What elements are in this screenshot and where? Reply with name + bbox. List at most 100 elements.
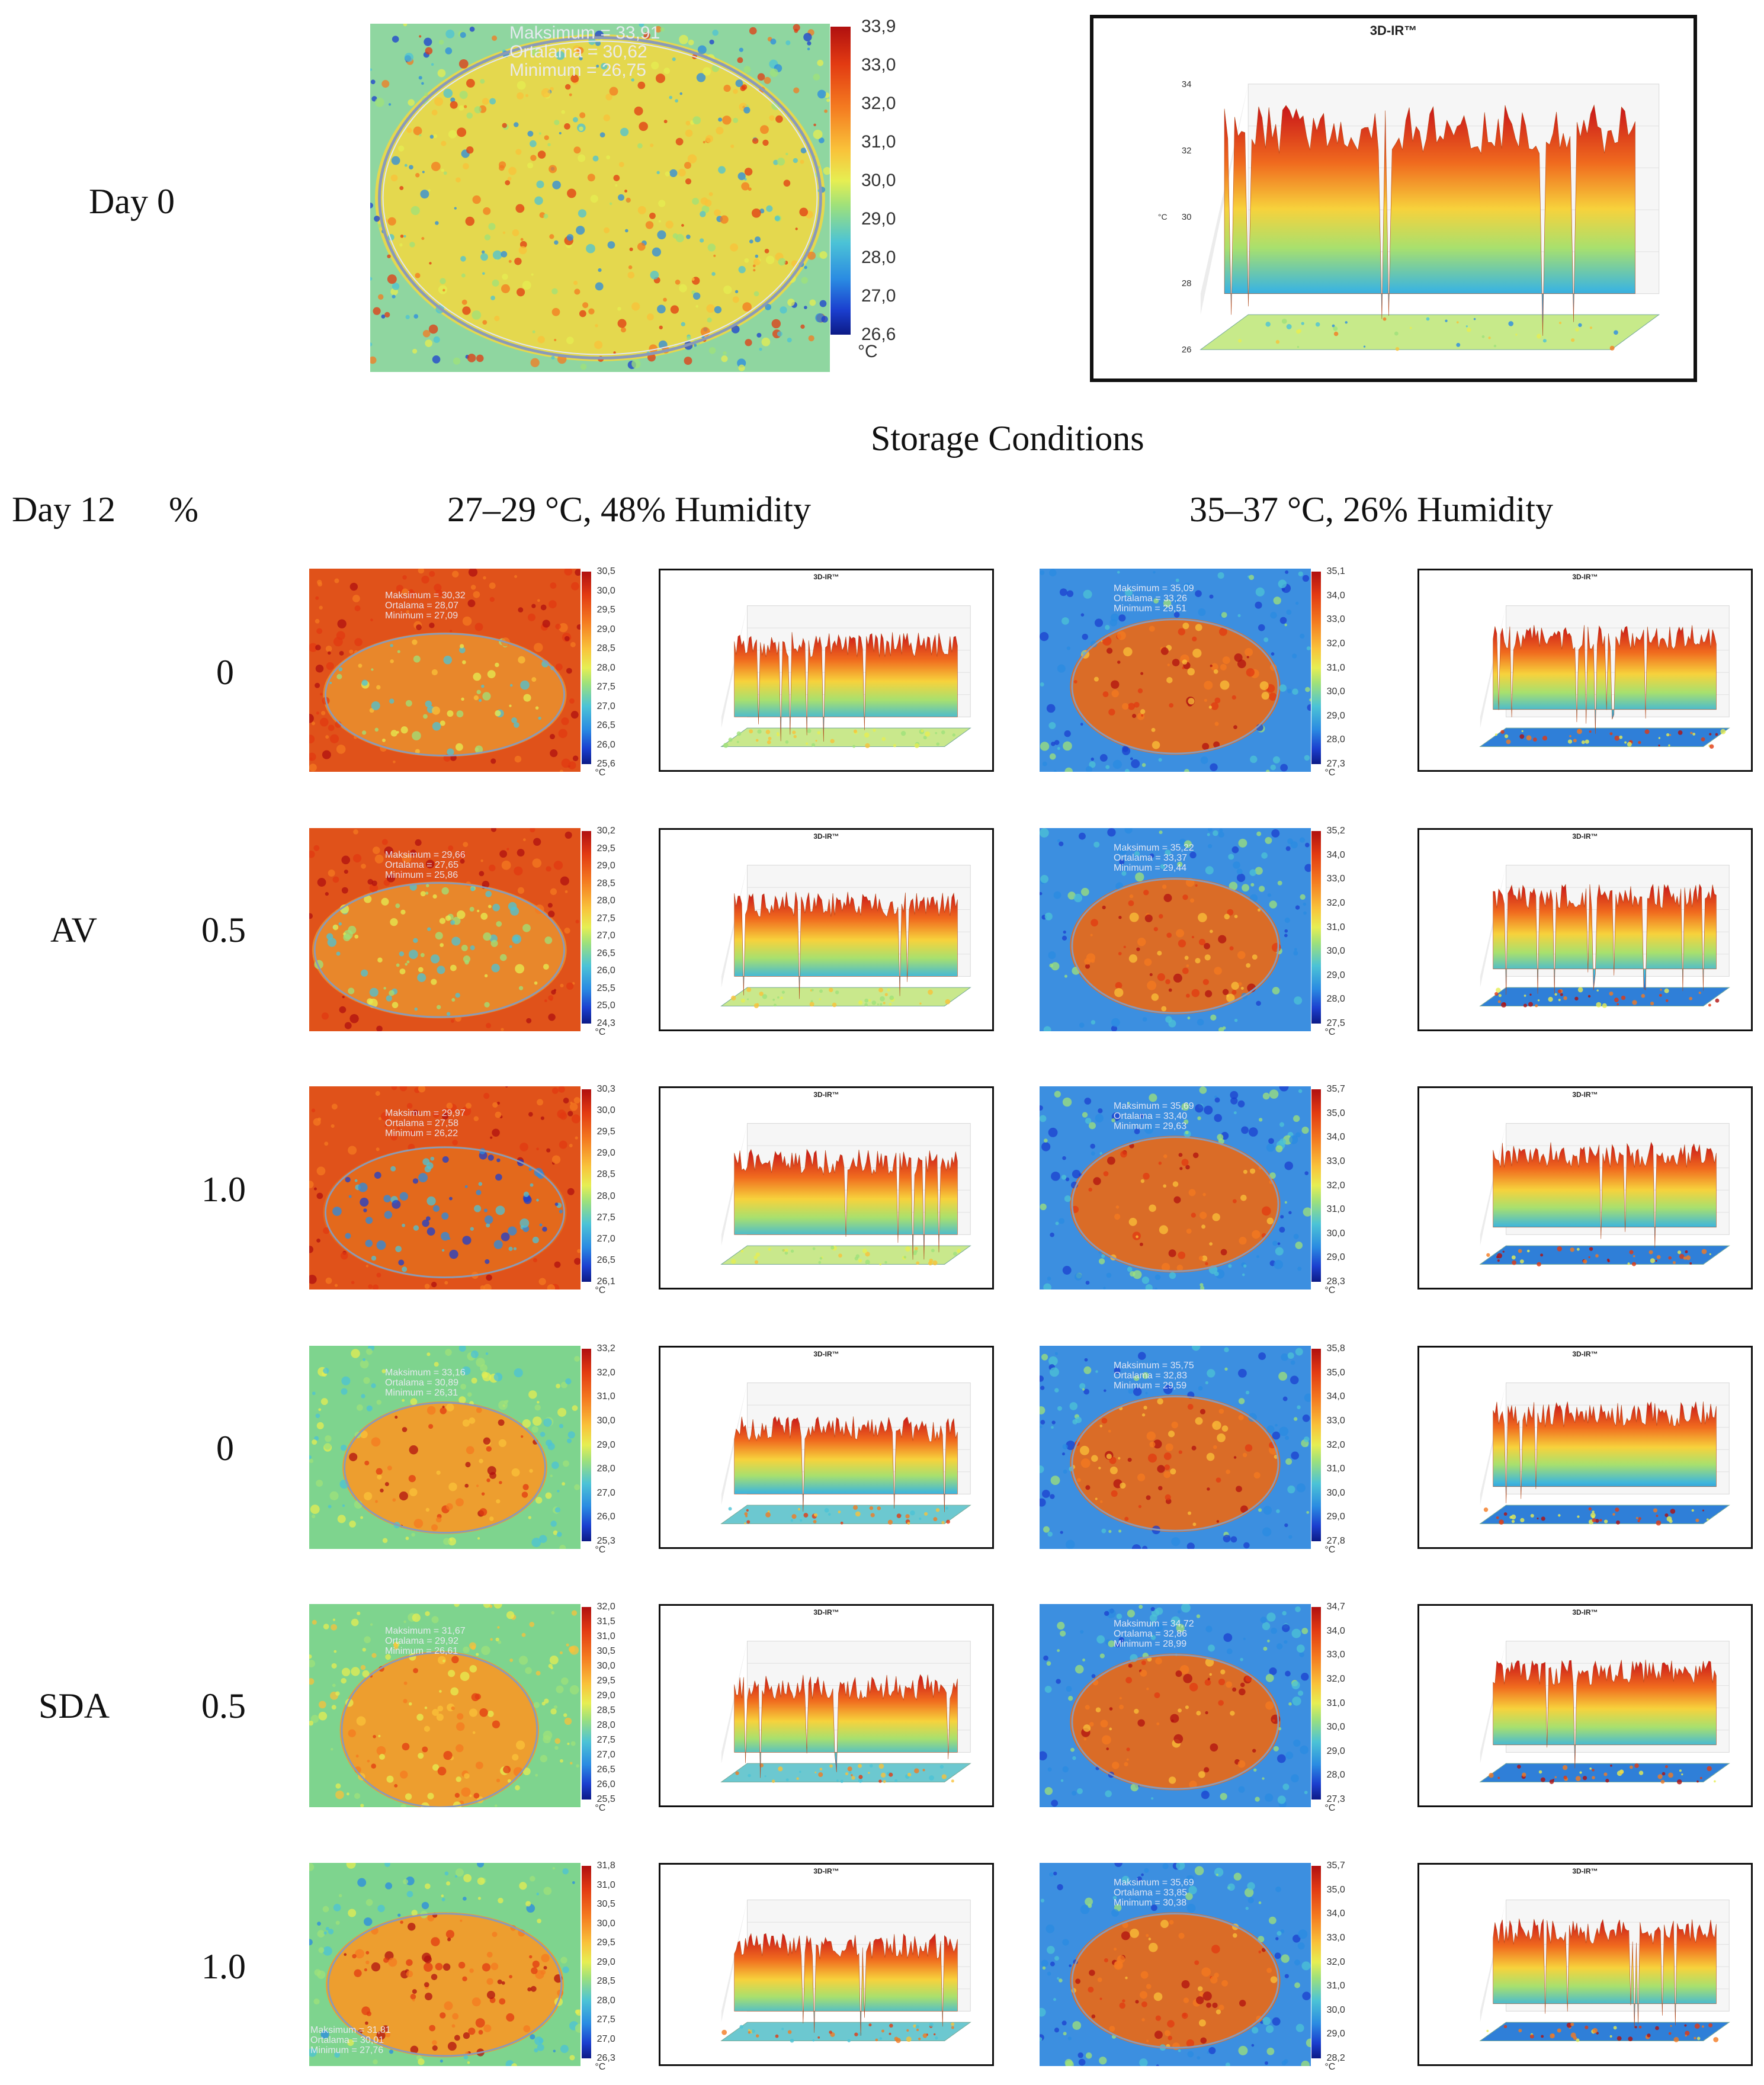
plot-title: 3D-IR™	[1572, 1090, 1598, 1099]
colorbar-tick-label: 28,0	[596, 1464, 615, 1474]
plot-title: 3D-IR™	[813, 1608, 839, 1616]
colorbar-unit: °C	[1324, 768, 1336, 778]
colorbar-tick-label: 29,0	[1326, 970, 1345, 980]
concentration-label: 0.5	[201, 1686, 246, 1725]
colorbar-tick-label: 25,5	[596, 983, 615, 993]
colorbar-tick-label: 28,0	[1326, 734, 1345, 745]
concentration-label: 1.0	[201, 1947, 246, 1986]
colorbar-tick-label: 35,7	[1326, 1861, 1345, 1871]
colorbar-tick-label: 33,2	[596, 1343, 615, 1353]
temperature-stat: Ortalama = 33,40	[1114, 1111, 1188, 1121]
cond1-3d-ir-plot: 3D-IR™	[659, 1604, 994, 1807]
colorbar-tick-label: 31,0	[596, 1631, 615, 1641]
cond2-thermal-image	[1040, 1604, 1311, 1807]
plot-axis-unit: °C	[1157, 212, 1168, 222]
colorbar-unit: °C	[1324, 1803, 1336, 1814]
colorbar-tick-label: 26,0	[596, 739, 615, 750]
colorbar-tick-label: 29,5	[596, 1127, 615, 1137]
colorbar-tick-label: 28,0	[596, 1995, 615, 2006]
colorbar-tick-label: 27,5	[596, 1212, 615, 1223]
colorbar-tick-label: 34,0	[1326, 1908, 1345, 1919]
plot-title: 3D-IR™	[1572, 1350, 1598, 1358]
colorbar-gradient	[1311, 1607, 1321, 1799]
temperature-stat: Minimum = 29,59	[1114, 1380, 1187, 1391]
colorbar-tick-label: 29,0	[596, 1691, 615, 1701]
temperature-stat: Ortalama = 33,26	[1114, 593, 1188, 604]
colorbar-unit: °C	[1324, 1285, 1336, 1296]
temperature-stat: Minimum = 26,31	[385, 1387, 458, 1398]
colorbar-tick-label: 29,0	[861, 209, 896, 229]
concentration-label: 1.0	[201, 1170, 246, 1209]
colorbar-tick-label: 33,0	[1326, 614, 1345, 625]
colorbar	[582, 1349, 591, 1541]
colorbar-tick-label: 31,5	[596, 1616, 615, 1627]
colorbar-tick-label: 28,0	[596, 896, 615, 906]
colorbar-tick-label: 28,3	[1326, 1276, 1345, 1287]
colorbar-tick-label: 30,0	[596, 1918, 615, 1929]
colorbar	[1311, 1607, 1321, 1799]
colorbar-tick-label: 29,5	[596, 843, 615, 854]
colorbar-tick-label: 29,0	[596, 624, 615, 634]
colorbar-tick-label: 29,5	[596, 605, 615, 615]
temperature-stat: Maksimum = 35,69	[1114, 1878, 1194, 1888]
colorbar-tick-label: 30,0	[1326, 687, 1345, 697]
cond2-3d-ir-plot: 3D-IR™	[1417, 828, 1753, 1031]
colorbar-tick-label: 26,5	[596, 1765, 615, 1775]
colorbar-tick-label: 28,0	[1326, 1770, 1345, 1781]
colorbar-tick-label: 30,0	[596, 1661, 615, 1671]
colorbar-tick-label: 31,0	[596, 1391, 615, 1402]
colorbar-gradient	[582, 831, 591, 1024]
cond2-3d-ir-plot: 3D-IR™	[1417, 1863, 1753, 2066]
temperature-stat: Minimum = 28,99	[1114, 1638, 1187, 1649]
colorbar-tick-label: 27,3	[1326, 759, 1345, 769]
colorbar-tick-label: 27,0	[596, 1750, 615, 1760]
colorbar-tick-label: 32,0	[1326, 1439, 1345, 1450]
colorbar-tick-label: 27,5	[1326, 1018, 1345, 1028]
colorbar-tick-label: 28,5	[596, 1169, 615, 1180]
colorbar-tick-label: 31,8	[596, 1861, 615, 1871]
colorbar-tick-label: 26,5	[596, 1255, 615, 1265]
plot-title: 3D-IR™	[813, 1350, 839, 1358]
colorbar-tick-label: 31,0	[1326, 1981, 1345, 1991]
colorbar-tick-label: 27,0	[596, 931, 615, 941]
colorbar-tick-label: 31,0	[861, 132, 896, 152]
colorbar-tick-label: 25,5	[596, 1794, 615, 1804]
temperature-stat: Maksimum = 33,16	[385, 1368, 466, 1378]
colorbar-tick-label: 32,0	[1326, 897, 1345, 908]
colorbar-tick-label: 30,0	[596, 1105, 615, 1116]
condition-2-heading: 35–37 °C, 26% Humidity	[1189, 490, 1554, 529]
cond2-thermal-image	[1040, 1863, 1311, 2066]
colorbar-unit: °C	[858, 342, 878, 361]
temperature-stat: Maksimum = 35,69	[1114, 1101, 1194, 1111]
condition-1-heading: 27–29 °C, 48% Humidity	[447, 490, 812, 529]
temperature-stat: Maksimum = 33,91	[509, 23, 660, 43]
colorbar-tick-label: 35,0	[1326, 1367, 1345, 1378]
colorbar-tick-label: 29,0	[1326, 2029, 1345, 2039]
cond2-thermal-image	[1040, 1086, 1311, 1290]
colorbar-tick-label: 31,0	[596, 1879, 615, 1890]
colorbar-tick-label: 29,0	[596, 861, 615, 871]
colorbar-tick-label: 34,0	[1326, 849, 1345, 860]
cond1-thermal-image	[309, 1346, 580, 1549]
storage-conditions-heading: Storage Conditions	[871, 419, 1144, 458]
colorbar-tick-label: 30,0	[1326, 946, 1345, 957]
colorbar	[1311, 831, 1321, 1024]
colorbar-tick-label: 27,5	[596, 913, 615, 923]
cond2-3d-ir-plot: 3D-IR™	[1417, 1346, 1753, 1549]
colorbar-tick-label: 27,0	[596, 701, 615, 711]
plot-title: 3D-IR™	[1572, 1867, 1598, 1875]
temperature-stat: Minimum = 27,09	[385, 610, 458, 621]
temperature-stat: Maksimum = 29,66	[385, 850, 466, 860]
colorbar	[582, 1089, 591, 1282]
plot-title: 3D-IR™	[813, 573, 839, 581]
colorbar-tick-label: 28,5	[596, 643, 615, 653]
colorbar-tick-label: 30,0	[1326, 1722, 1345, 1733]
plot-title: 3D-IR™	[1369, 23, 1417, 38]
plot-title: 3D-IR™	[1572, 832, 1598, 841]
colorbar-tick-label: 33,0	[1326, 1650, 1345, 1660]
colorbar-gradient	[582, 1349, 591, 1541]
colorbar-tick-label: 28,5	[596, 878, 615, 888]
colorbar-tick-label: 29,0	[1326, 710, 1345, 721]
colorbar-tick-label: 30,3	[596, 1084, 615, 1094]
plot-axis-tick: 34	[1181, 79, 1192, 89]
